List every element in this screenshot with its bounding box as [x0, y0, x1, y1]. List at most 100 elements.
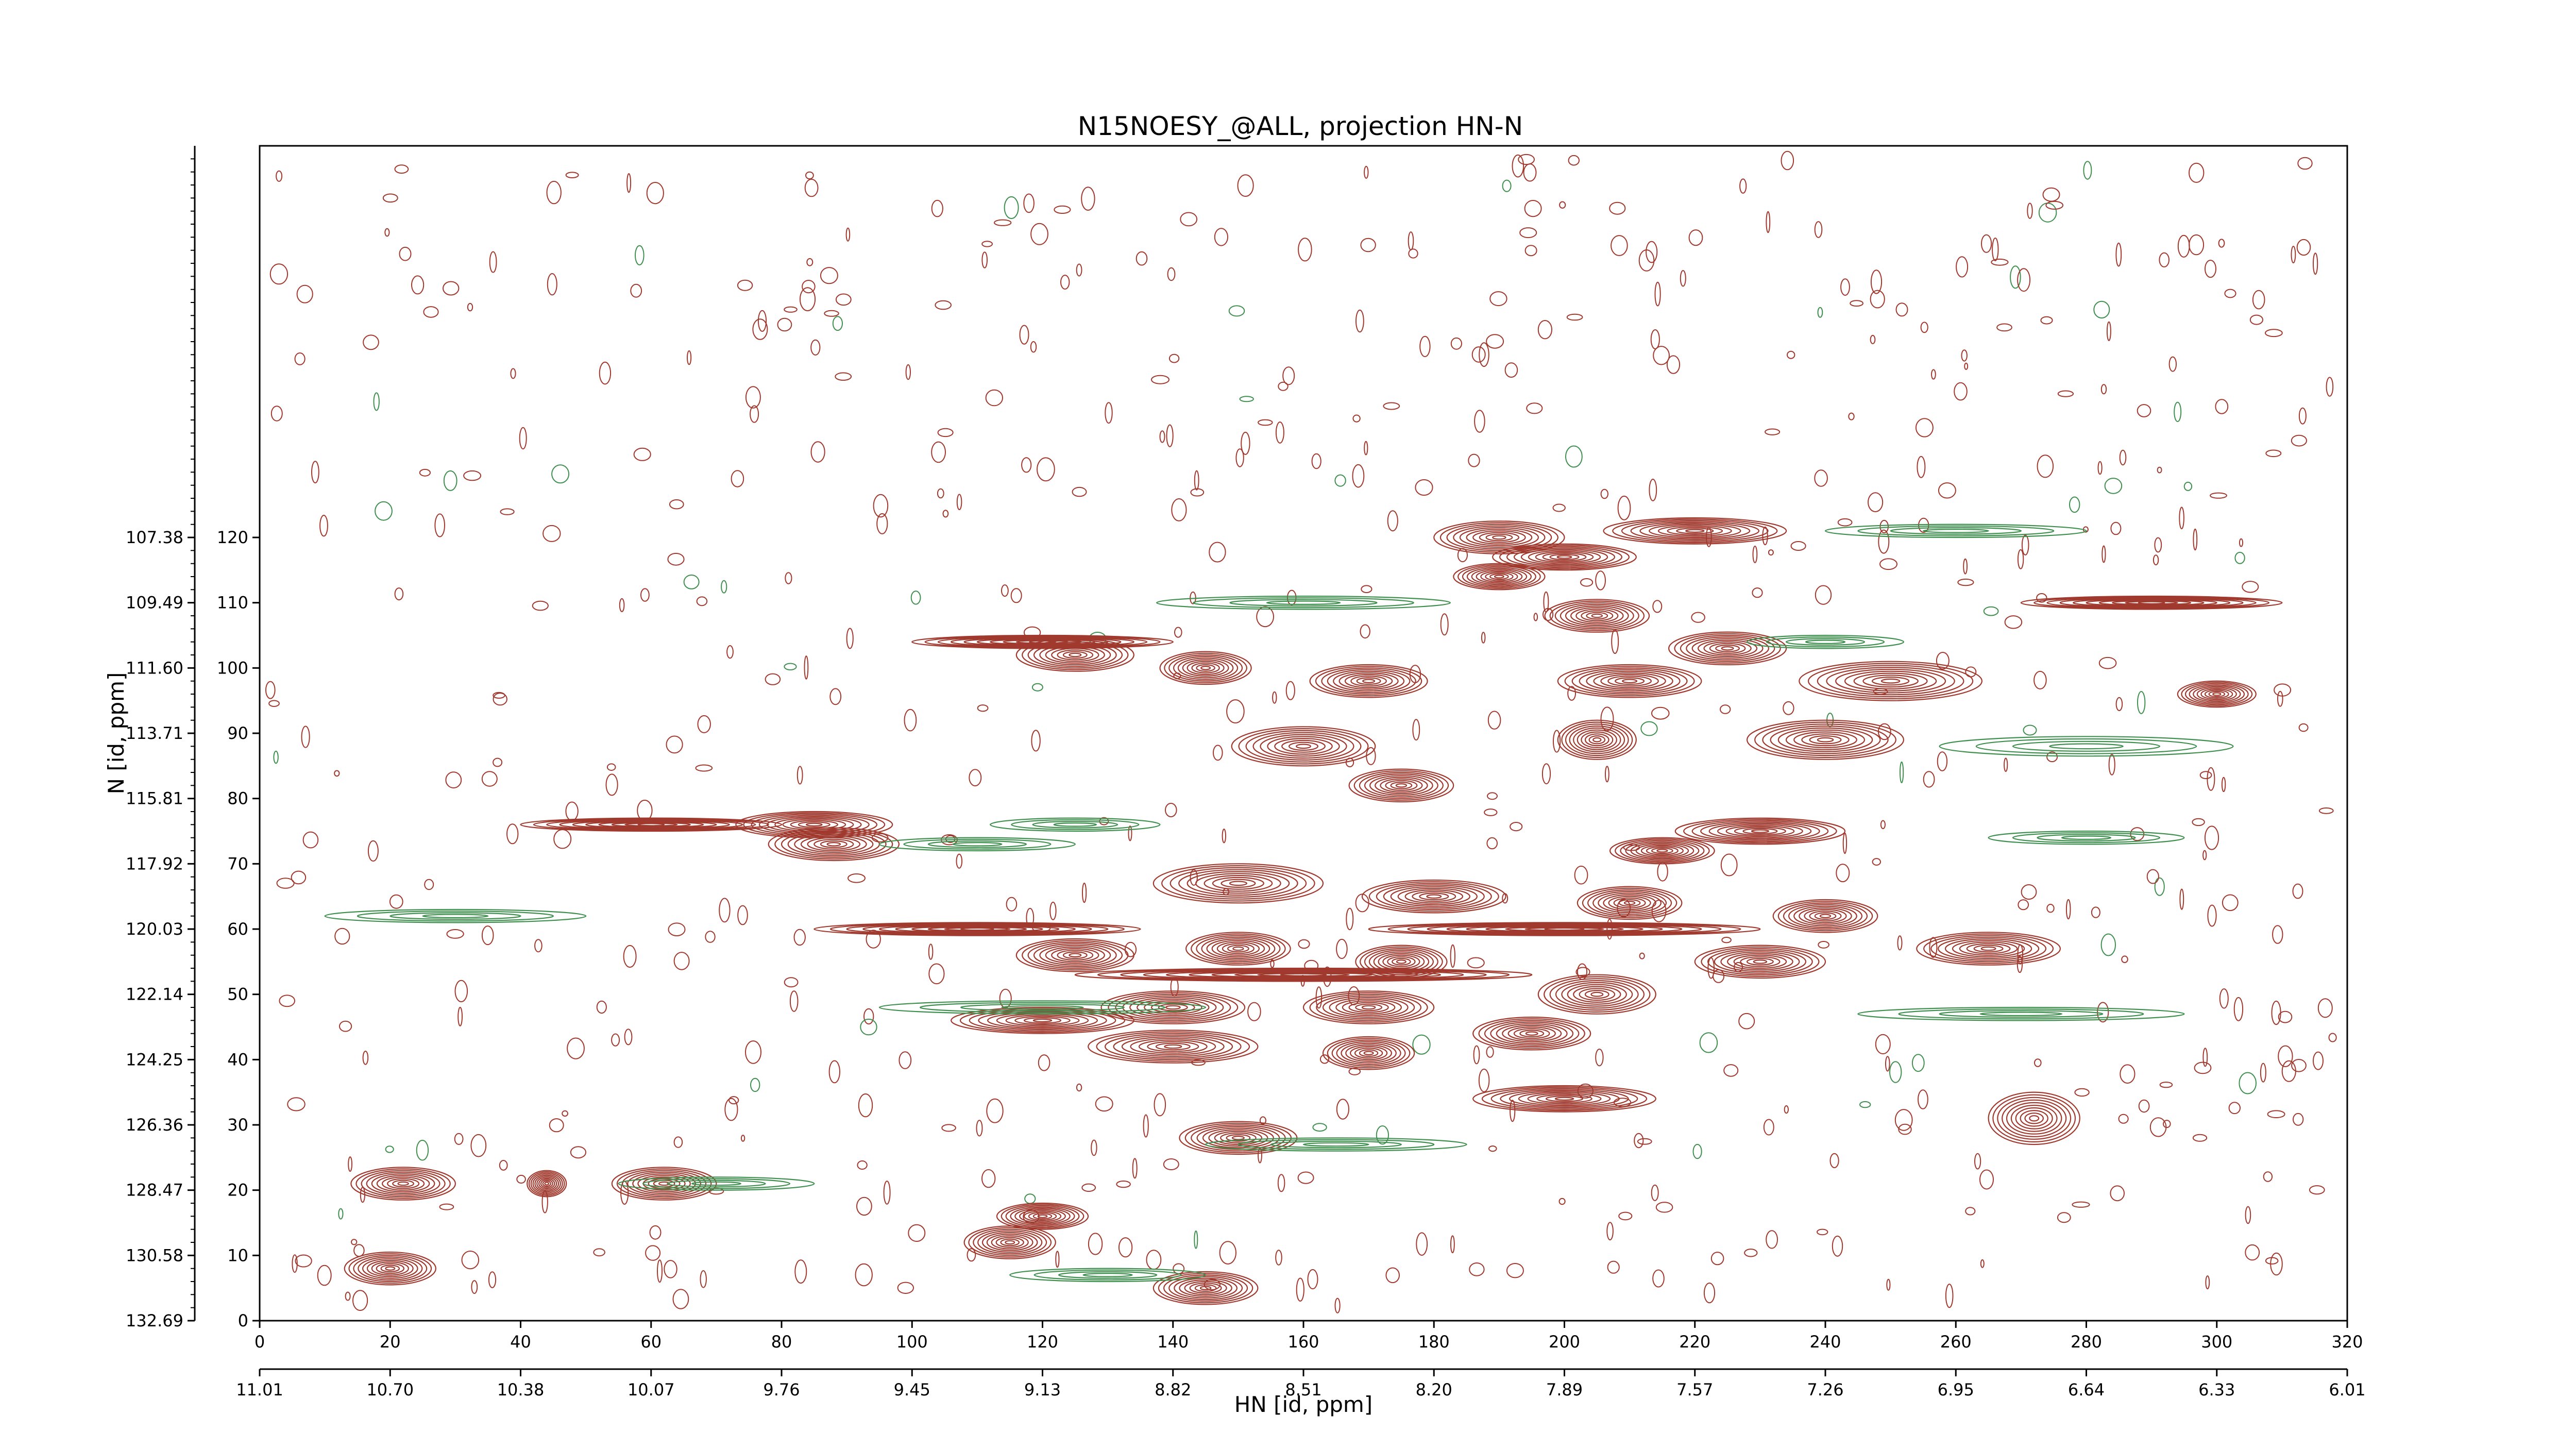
peak-contour-level	[1783, 902, 1868, 930]
noise-contour	[1692, 1143, 1702, 1159]
noise-contour	[394, 587, 404, 601]
peak-contour-level	[1988, 830, 2185, 845]
noise-contour	[279, 995, 296, 1007]
noise-contour	[1889, 1061, 1902, 1083]
peak	[1857, 1006, 2185, 1021]
peak-contour-level	[1158, 1003, 1188, 1012]
noise-contour	[737, 905, 748, 925]
peak-contour-level	[952, 842, 1003, 847]
noise-contour	[2207, 904, 2217, 927]
peak-contour-level	[981, 1232, 1038, 1253]
peak-contour-level	[1322, 995, 1415, 1020]
noise-contour	[1651, 900, 1667, 922]
peak-contour-level	[878, 924, 1076, 934]
noise-contour	[467, 302, 473, 312]
peak	[1322, 1036, 1415, 1070]
peak-contour-level	[1138, 1039, 1208, 1054]
peak-contour-level	[1168, 1276, 1243, 1301]
noise-contour	[806, 258, 814, 266]
peak-contour-level	[996, 1202, 1089, 1230]
noise-contour	[784, 663, 797, 670]
x-ppm-tick-label: 6.33	[2198, 1380, 2235, 1400]
noise-contour	[1937, 751, 1948, 771]
noise-contour	[1541, 763, 1551, 784]
noise-contour	[863, 1008, 874, 1025]
peak-contour-level	[1746, 957, 1774, 966]
noise-contour	[2033, 670, 2047, 689]
noise-contour	[1486, 334, 1504, 349]
noise-contour	[1651, 706, 1670, 720]
noise-contour	[1639, 952, 1645, 959]
peak	[1453, 563, 1546, 591]
peak-contour-level	[991, 1235, 1029, 1250]
noise-contour	[673, 952, 690, 970]
peak-contour-level	[559, 819, 743, 830]
noise-contour	[1738, 1013, 1755, 1030]
peak-contour-level	[1651, 847, 1673, 854]
noise-contour	[2317, 998, 2333, 1018]
peak-contour-level	[538, 1177, 555, 1190]
y-axis-label: N [id, ppm]	[104, 672, 129, 795]
peak-contour-level	[1715, 644, 1740, 652]
noise-contour	[1415, 479, 1433, 496]
noise-contour	[2298, 723, 2309, 732]
noise-contour	[547, 273, 557, 296]
peak	[344, 1251, 437, 1286]
peak-contour-level	[1494, 575, 1504, 579]
peak-contour-level	[1573, 727, 1621, 752]
noise-contour	[799, 287, 816, 311]
noise-contour	[394, 164, 409, 174]
peak-contour-level	[1045, 946, 1105, 964]
noise-contour	[1739, 178, 1747, 194]
peak-contour-level	[1362, 679, 1376, 684]
peak-contour-level	[1191, 933, 1286, 964]
noise-contour	[1911, 1054, 1925, 1072]
noise-contour	[2221, 777, 2226, 793]
peak-contour-level	[1500, 1089, 1629, 1109]
peak-contour-level	[1785, 638, 1866, 646]
noise-contour	[804, 655, 809, 680]
peak-contour-level	[1537, 974, 1656, 1015]
noise-contour	[265, 681, 276, 699]
peak-contour-level	[1656, 849, 1668, 853]
noise-contour	[443, 281, 460, 296]
noise-contour	[1898, 1123, 1912, 1135]
x-ppm-tick-label: 6.95	[1938, 1380, 1974, 1400]
noise-contour	[2057, 390, 2074, 397]
peak-contour-level	[1234, 972, 1373, 978]
peak	[1557, 664, 1702, 698]
peak-contour-level	[1725, 825, 1795, 837]
peak-contour-level	[986, 1234, 1033, 1251]
peak-contour-level	[1549, 600, 1645, 631]
peak-contour-level	[1359, 771, 1444, 799]
peak-contour-level	[1554, 1097, 1574, 1101]
peak-contour-level	[1853, 672, 1928, 689]
noise-contour	[489, 251, 497, 273]
noise-contour	[1055, 1251, 1060, 1268]
noise-contour	[1001, 584, 1009, 597]
y-ppm-tick-label: 132.69	[126, 1311, 183, 1330]
noise-contour	[969, 769, 982, 786]
peak-contour-level	[2029, 1115, 2040, 1122]
peak-contour-level	[1698, 639, 1758, 658]
noise-contour	[2021, 884, 2037, 900]
peak-contour-level	[1485, 925, 1643, 933]
noise-contour	[276, 878, 295, 889]
x-index-tick-label: 0	[255, 1332, 265, 1352]
peak-contour-level	[1890, 527, 2022, 535]
peak-contour-level	[1603, 517, 1787, 545]
peak-contour-level	[1348, 1002, 1389, 1013]
x-ppm-tick-label: 10.38	[497, 1380, 545, 1400]
peak-contour-level	[1542, 552, 1587, 562]
noise-contour	[2194, 1062, 2212, 1074]
peak-contour-level	[1208, 1129, 1268, 1147]
y-ppm-tick-label: 113.71	[126, 723, 183, 743]
peak-contour-level	[1143, 969, 1464, 980]
peak-contour-level	[1368, 922, 1761, 936]
noise-contour	[910, 591, 921, 605]
peak-contour-level	[2024, 1113, 2044, 1124]
noise-contour	[2153, 554, 2159, 566]
peak-contour-level	[1700, 821, 1820, 841]
noise-contour	[1870, 334, 1876, 344]
peak-contour-level	[1496, 1023, 1568, 1044]
